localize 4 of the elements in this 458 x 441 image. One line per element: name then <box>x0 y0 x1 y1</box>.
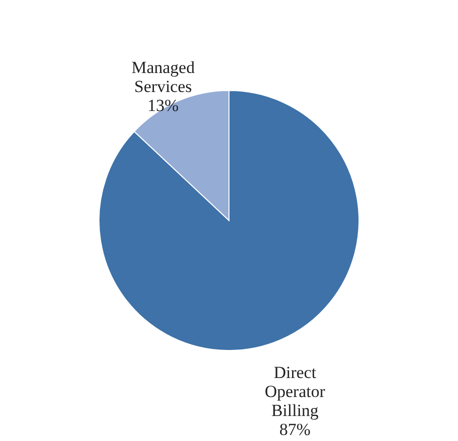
slice-label: Direct Operator Billing <box>264 362 326 420</box>
data-label: 13% <box>147 96 179 116</box>
slice-label: Managed Services <box>131 58 196 96</box>
data-label: 87% <box>279 420 311 439</box>
